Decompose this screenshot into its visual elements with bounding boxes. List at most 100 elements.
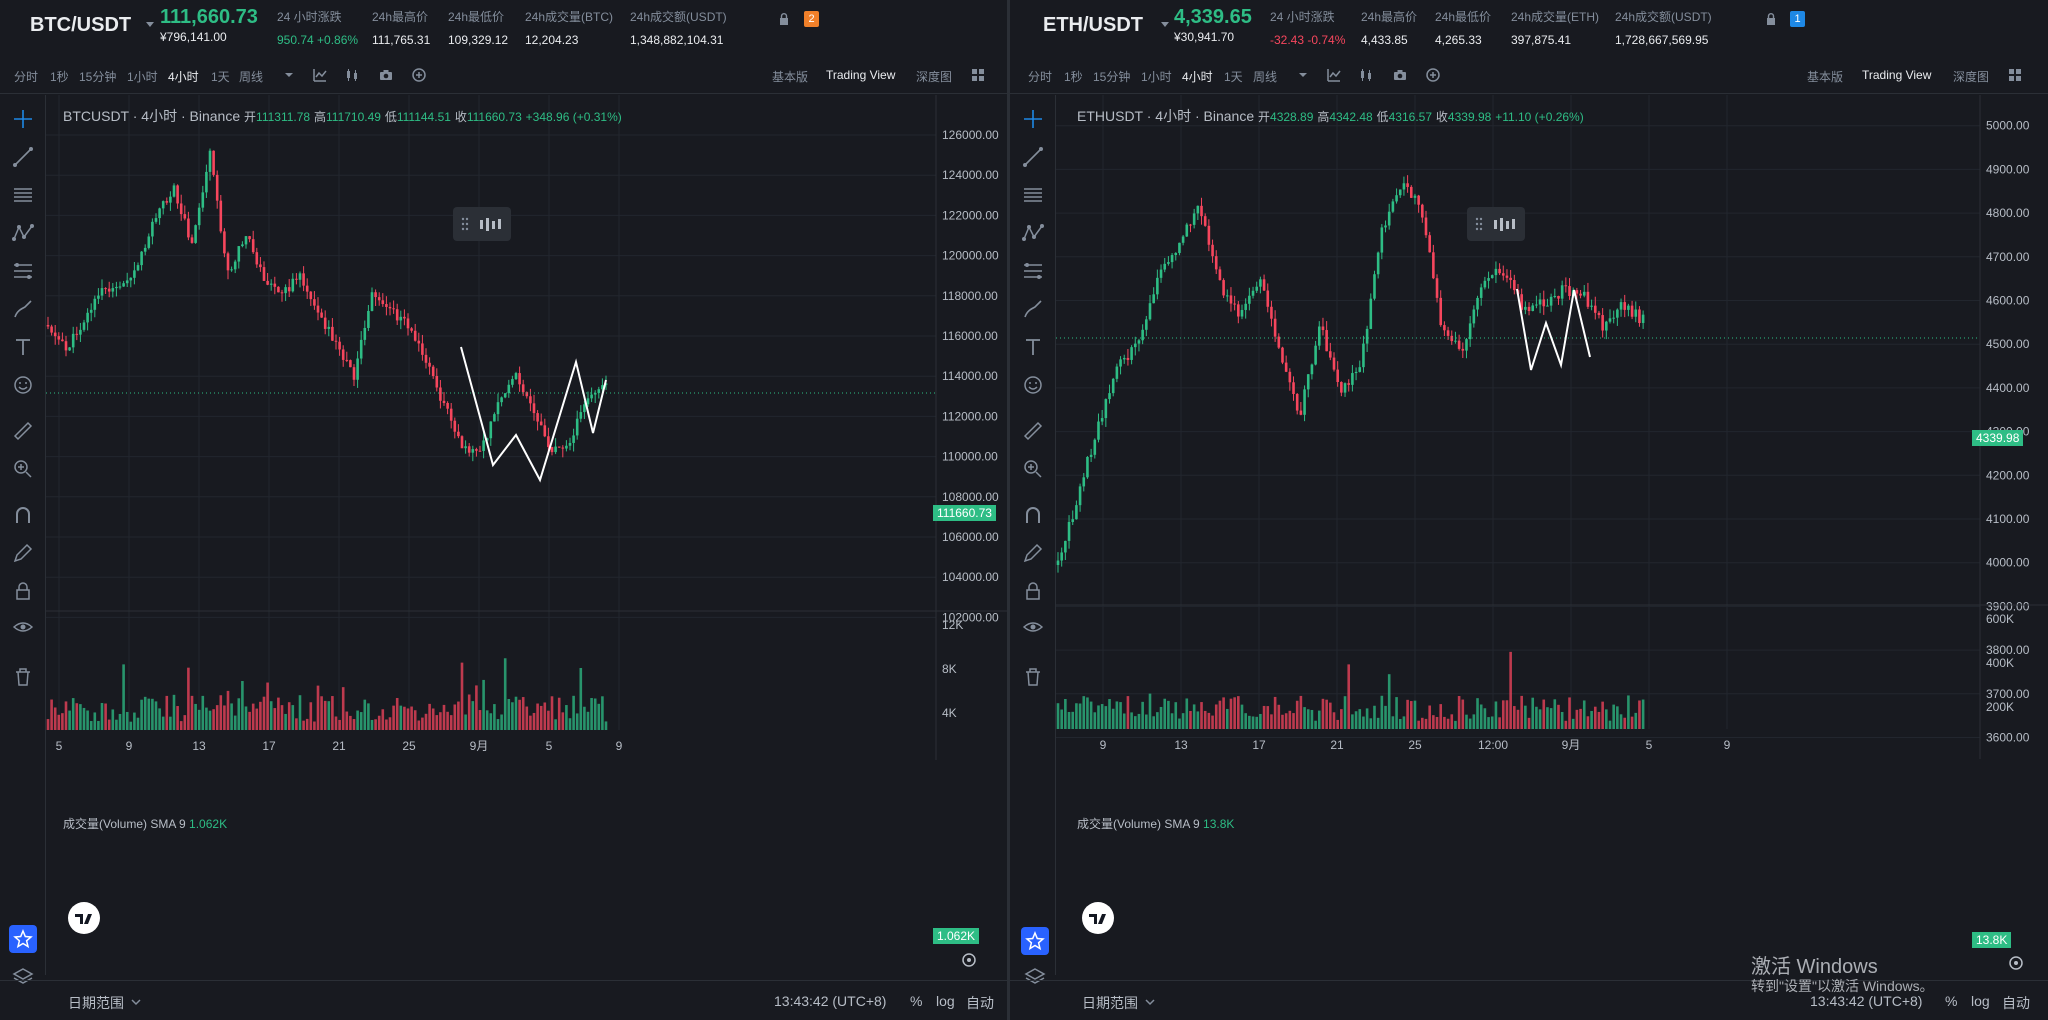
brush-icon[interactable]	[11, 297, 35, 321]
timezone-display[interactable]: 13:43:42 (UTC+8)	[1810, 993, 1923, 1009]
volume-bar	[1222, 697, 1225, 729]
tf-1d[interactable]: 1天	[1224, 70, 1243, 84]
candle-body	[107, 288, 111, 292]
chart-settings-icon[interactable]	[960, 951, 978, 969]
magnet-icon[interactable]	[1021, 503, 1045, 527]
brush-icon[interactable]	[1021, 297, 1045, 321]
tf-1s[interactable]: 1秒	[50, 70, 69, 84]
camera-icon[interactable]	[1392, 67, 1408, 83]
tf-1s[interactable]: 1秒	[1064, 70, 1083, 84]
panel-divider[interactable]	[1007, 0, 1010, 1020]
view-depth[interactable]: 深度图	[1953, 70, 1990, 84]
tf-4h[interactable]: 4小时	[1182, 70, 1213, 84]
horizontal-lines-icon[interactable]	[11, 183, 35, 207]
floating-chart-tool[interactable]	[1467, 207, 1525, 241]
fib-icon[interactable]	[1021, 259, 1045, 283]
add-icon[interactable]	[1425, 67, 1441, 83]
view-depth[interactable]: 深度图	[916, 70, 953, 84]
eth-symbol[interactable]: ETH/USDT	[1043, 14, 1143, 36]
view-basic[interactable]: 基本版	[772, 70, 809, 84]
pattern-icon[interactable]	[11, 221, 35, 245]
lock-icon[interactable]	[779, 13, 789, 25]
horizontal-lines-icon[interactable]	[1021, 183, 1045, 207]
tf-line[interactable]: 分时	[14, 70, 39, 84]
more-timeframes-icon[interactable]	[281, 67, 297, 83]
volume-bar	[334, 716, 338, 730]
btc-candlestick-chart[interactable]: 126000.00 124000.00 122000.00 120000.00 1180…	[46, 95, 1007, 980]
view-basic[interactable]: 基本版	[1807, 70, 1844, 84]
favorite-button[interactable]	[9, 925, 37, 953]
auto-toggle[interactable]: 自动	[2002, 995, 2030, 1011]
draw-mode-icon[interactable]	[1021, 541, 1045, 565]
chart-settings-icon[interactable]	[2007, 954, 2025, 972]
timezone-display[interactable]: 13:43:42 (UTC+8)	[774, 993, 887, 1009]
tf-15m[interactable]: 15分钟	[79, 70, 117, 84]
eth-symbol-dropdown-icon[interactable]	[1161, 22, 1169, 27]
tf-15m[interactable]: 15分钟	[1093, 70, 1131, 84]
drag-handle-icon[interactable]	[1467, 207, 1525, 241]
eth-candlestick-chart[interactable]: 5100.005000.004900.004800.004700.004600.…	[1056, 95, 2048, 980]
log-toggle[interactable]: log	[1971, 993, 1990, 1009]
tradingview-logo[interactable]	[68, 902, 100, 934]
btc-symbol-dropdown-icon[interactable]	[146, 22, 154, 27]
zoom-icon[interactable]	[1021, 457, 1045, 481]
tf-1d[interactable]: 1天	[211, 70, 230, 84]
layout-badge[interactable]: 1	[1790, 11, 1805, 27]
text-icon[interactable]	[1021, 335, 1045, 359]
tf-1w[interactable]: 周线	[239, 70, 264, 84]
zoom-icon[interactable]	[11, 457, 35, 481]
tf-line[interactable]: 分时	[1028, 70, 1053, 84]
indicators-icon[interactable]	[312, 67, 328, 83]
tf-1h[interactable]: 1小时	[1141, 70, 1172, 84]
pattern-icon[interactable]	[1021, 221, 1045, 245]
layout-grid-icon[interactable]	[2007, 67, 2023, 83]
camera-icon[interactable]	[378, 67, 394, 83]
eye-icon[interactable]	[1021, 615, 1045, 639]
percent-toggle[interactable]: %	[910, 993, 923, 1009]
tf-4h[interactable]: 4小时	[168, 70, 199, 84]
add-icon[interactable]	[411, 67, 427, 83]
text-icon[interactable]	[11, 335, 35, 359]
indicators-icon[interactable]	[1326, 67, 1342, 83]
draw-mode-icon[interactable]	[11, 541, 35, 565]
date-range-button[interactable]: 日期范围	[68, 995, 124, 1011]
trend-line-icon[interactable]	[1021, 145, 1045, 169]
emoji-icon[interactable]	[1021, 373, 1045, 397]
crosshair-icon[interactable]	[1021, 107, 1045, 131]
floating-chart-tool[interactable]	[453, 207, 511, 241]
fib-icon[interactable]	[11, 259, 35, 283]
more-timeframes-icon[interactable]	[1295, 67, 1311, 83]
tf-1w[interactable]: 周线	[1253, 70, 1278, 84]
chart-type-icon[interactable]	[1358, 67, 1374, 83]
auto-toggle[interactable]: 自动	[966, 995, 994, 1011]
log-toggle[interactable]: log	[936, 993, 955, 1009]
ruler-icon[interactable]	[11, 419, 35, 443]
trash-icon[interactable]	[1021, 665, 1045, 689]
layers-icon[interactable]	[11, 965, 35, 989]
percent-toggle[interactable]: %	[1945, 993, 1958, 1009]
lock-icon[interactable]	[1766, 13, 1776, 25]
layout-badge[interactable]: 2	[804, 11, 819, 27]
crosshair-icon[interactable]	[11, 107, 35, 131]
ruler-icon[interactable]	[1021, 419, 1045, 443]
date-range-chevron-icon[interactable]	[1145, 998, 1155, 1006]
magnet-icon[interactable]	[11, 503, 35, 527]
view-tradingview[interactable]: Trading View	[826, 68, 896, 82]
date-range-chevron-icon[interactable]	[131, 998, 141, 1006]
trash-icon[interactable]	[11, 665, 35, 689]
tf-1h[interactable]: 1小时	[127, 70, 158, 84]
drag-handle-icon[interactable]	[453, 207, 511, 241]
chart-type-icon[interactable]	[344, 67, 360, 83]
emoji-icon[interactable]	[11, 373, 35, 397]
eye-icon[interactable]	[11, 615, 35, 639]
trend-line-icon[interactable]	[11, 145, 35, 169]
lock-drawings-icon[interactable]	[1021, 579, 1045, 603]
view-tradingview[interactable]: Trading View	[1862, 68, 1932, 82]
layers-icon[interactable]	[1023, 965, 1047, 989]
btc-symbol[interactable]: BTC/USDT	[30, 14, 132, 36]
tradingview-logo[interactable]	[1082, 902, 1114, 934]
favorite-button[interactable]	[1021, 927, 1049, 955]
layout-grid-icon[interactable]	[970, 67, 986, 83]
lock-drawings-icon[interactable]	[11, 579, 35, 603]
date-range-button[interactable]: 日期范围	[1082, 995, 1138, 1011]
